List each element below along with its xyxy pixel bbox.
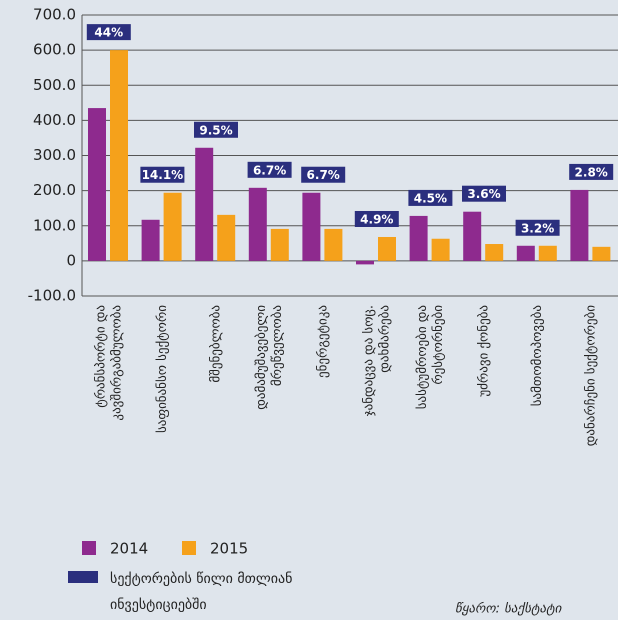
share-box (408, 189, 453, 206)
x-tick-label: საფინანსო სექტორი (155, 305, 170, 433)
share-label: 6.7% (247, 161, 292, 178)
share-value: 6.7% (253, 163, 286, 177)
share-value: 9.5% (199, 123, 232, 137)
y-tick-label: 300.0 (33, 146, 76, 164)
bar (356, 260, 374, 265)
bar (378, 236, 396, 261)
x-tick-label: ენერგეტიკა (316, 305, 331, 378)
share-label: 3.2% (515, 219, 560, 236)
share-value: 44% (94, 26, 123, 40)
bar (409, 215, 428, 261)
share-value: 3.6% (467, 187, 500, 201)
y-tick-label: 600.0 (33, 41, 76, 59)
bar (592, 246, 611, 261)
legend-label: ინვესტიციებში (110, 597, 207, 613)
share-value: 6.7% (307, 168, 340, 182)
share-box (247, 161, 292, 178)
share-label: 14.1% (140, 166, 185, 183)
bar (485, 244, 504, 261)
share-value: 14.1% (142, 168, 184, 182)
x-tick-label: ტრანსპორტი და (93, 305, 108, 408)
legend-swatch (68, 571, 98, 583)
bar (570, 189, 589, 261)
bar (431, 238, 450, 261)
share-box (515, 219, 560, 236)
x-tick-label: ჯანდაცვა და სოც. (361, 305, 376, 416)
x-tick-label: უძრავი ქონება (477, 305, 492, 397)
bar (248, 187, 267, 261)
share-box (86, 24, 131, 41)
legend-swatch (82, 541, 96, 555)
bar (270, 228, 289, 261)
y-tick-label: 400.0 (33, 111, 76, 129)
share-box (354, 210, 399, 227)
bar (110, 50, 128, 261)
x-tick-label: კავშირგაბმულობა (109, 305, 124, 421)
bar (302, 192, 321, 261)
x-tick-label: დამამუშავებელი (254, 305, 269, 410)
y-tick-label: 700.0 (33, 6, 76, 24)
bar (88, 108, 106, 261)
share-label: 4.9% (354, 210, 399, 227)
share-value: 4.5% (414, 191, 447, 205)
bar (217, 214, 236, 261)
y-tick-label: 0 (66, 251, 76, 269)
share-label: 4.5% (408, 189, 453, 206)
bar (538, 245, 557, 261)
source: წყარო: საქსტატი (455, 602, 563, 617)
share-label: 6.7% (301, 166, 346, 183)
legend-swatch (182, 541, 196, 555)
share-box (140, 166, 185, 183)
bar (516, 245, 535, 261)
x-tick-label: მშენებლობა (209, 305, 224, 383)
share-value: 2.8% (575, 165, 608, 179)
legend-label: სექტორების წილი მთლიან (110, 570, 292, 587)
share-label: 44% (86, 24, 131, 41)
share-value: 3.2% (521, 221, 554, 235)
y-tick-label: 500.0 (33, 76, 76, 94)
x-tick-label: რესტორნები (431, 305, 446, 385)
share-label: 3.6% (462, 185, 506, 202)
bar (195, 147, 214, 261)
legend-label: 2015 (210, 540, 248, 558)
x-tick-label: მრეწველობა (270, 305, 285, 386)
bar (163, 192, 182, 261)
share-value: 4.9% (360, 212, 393, 226)
share-box (301, 166, 346, 183)
x-tick-label: დანარჩენი სექტორები (584, 305, 599, 446)
y-tick-label: 200.0 (33, 181, 76, 199)
y-tick-label: -100.0 (28, 287, 76, 305)
share-box (569, 163, 614, 180)
share-label: 9.5% (194, 121, 238, 138)
x-tick-label: სასტუმროები და (415, 305, 430, 409)
y-tick-label: 100.0 (33, 216, 76, 234)
bar (141, 219, 160, 261)
bar (463, 211, 482, 261)
x-tick-label: სამთომოპოვება (530, 305, 545, 406)
x-tick-label: დახმარება (377, 305, 392, 373)
bar (324, 228, 343, 261)
share-label: 2.8% (569, 163, 614, 180)
legend-label: 2014 (110, 540, 148, 558)
share-box (462, 185, 506, 202)
share-box (194, 121, 238, 138)
